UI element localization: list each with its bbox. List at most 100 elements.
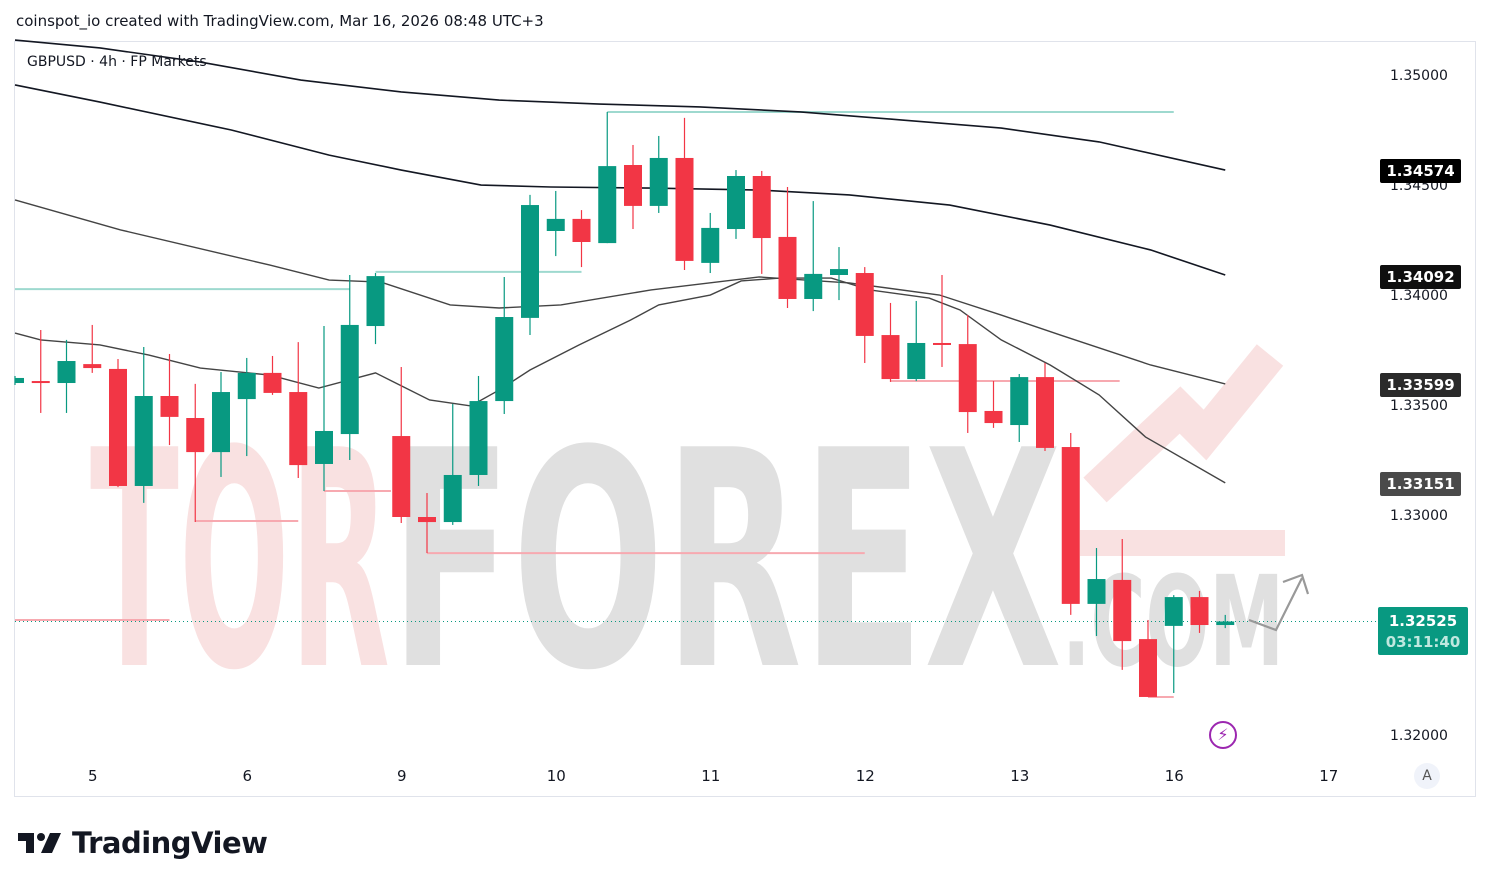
candle[interactable] (443, 403, 462, 525)
candle-body (495, 317, 514, 402)
moving-average-line[interactable] (14, 277, 1226, 484)
candle[interactable] (31, 330, 50, 413)
candle[interactable] (830, 247, 848, 301)
candle[interactable] (469, 375, 488, 486)
candle[interactable] (675, 117, 694, 270)
candle-body (907, 342, 926, 380)
candle[interactable] (521, 194, 539, 336)
candle[interactable] (727, 170, 745, 239)
candle[interactable] (237, 357, 256, 457)
candle[interactable] (289, 342, 308, 479)
candle-body (933, 342, 951, 345)
candle[interactable] (1036, 363, 1054, 451)
watermark-logo: TOR FOREX .COM (90, 344, 1285, 736)
candle[interactable] (392, 366, 411, 523)
candle[interactable] (1164, 595, 1183, 693)
candle[interactable] (1113, 539, 1132, 670)
candle[interactable] (1216, 614, 1235, 629)
candle-body (237, 372, 256, 400)
candle-body (418, 517, 436, 523)
time-axis-label: 17 (1319, 767, 1339, 785)
candle[interactable] (907, 300, 926, 382)
candle[interactable] (14, 375, 24, 385)
candle[interactable] (495, 276, 514, 415)
watermark-bar (1080, 530, 1285, 556)
candle-body (701, 227, 720, 263)
price-axis-label: 1.34000 (1390, 288, 1448, 304)
candle[interactable] (1190, 590, 1209, 633)
moving-average-line[interactable] (14, 84, 1226, 276)
moving-average-value-tag: 1.34574 (1380, 158, 1461, 183)
candle-body (521, 205, 539, 318)
candle[interactable] (881, 302, 900, 382)
moving-average-line[interactable] (14, 199, 1226, 385)
moving-average-value-tag: 1.33599 (1380, 373, 1461, 398)
candle[interactable] (134, 346, 153, 503)
candle[interactable] (958, 315, 977, 433)
candle-body (958, 344, 977, 413)
candle[interactable] (109, 359, 127, 488)
price-axis-label: 1.33000 (1390, 508, 1448, 524)
candle-body (1087, 579, 1106, 604)
moving-average-line[interactable] (14, 39, 1226, 171)
candle[interactable] (546, 190, 565, 257)
candle-body (15, 377, 24, 384)
time-axis-label: 9 (396, 767, 407, 785)
candle[interactable] (752, 170, 771, 274)
candle[interactable] (263, 355, 282, 395)
candle[interactable] (1087, 548, 1106, 637)
candle[interactable] (212, 372, 230, 477)
candle-body (1010, 377, 1029, 426)
candle-body (1036, 377, 1054, 448)
candle[interactable] (778, 187, 797, 308)
candle-body (881, 335, 900, 380)
candle[interactable] (984, 381, 1003, 428)
time-axis-label: 13 (1010, 767, 1030, 785)
candle[interactable] (366, 273, 385, 345)
candle-body (804, 273, 823, 299)
price-axis-label: 1.35000 (1390, 68, 1448, 84)
candle-body (649, 157, 668, 206)
candle[interactable] (340, 275, 359, 461)
candle[interactable] (649, 135, 668, 213)
candle[interactable] (315, 326, 333, 492)
candle[interactable] (1061, 432, 1080, 615)
candle-body (340, 324, 359, 435)
candle[interactable] (57, 339, 76, 413)
last-price: 1.32525 (1388, 612, 1458, 630)
symbol-legend[interactable]: GBPUSD · 4h · FP Markets (27, 54, 207, 70)
candle[interactable] (1139, 619, 1157, 697)
candle[interactable] (701, 212, 720, 274)
candle-body (1113, 579, 1132, 642)
candle[interactable] (598, 111, 617, 244)
candle[interactable] (933, 275, 951, 367)
candle-body (31, 381, 50, 384)
price-axis-label: 1.33500 (1390, 398, 1448, 414)
candle[interactable] (1010, 374, 1029, 442)
moving-average-value-tag: 1.33151 (1380, 471, 1461, 496)
time-axis-label: 12 (855, 767, 875, 785)
time-axis-label: 6 (242, 767, 253, 785)
candle[interactable] (418, 493, 436, 554)
candle[interactable] (572, 210, 591, 268)
auto-scale-button[interactable]: A (1414, 763, 1440, 789)
candle[interactable] (83, 324, 102, 373)
candle-body (572, 218, 591, 242)
time-axis-label: 16 (1164, 767, 1184, 785)
candle-body (752, 176, 771, 239)
candle-body (1190, 597, 1209, 626)
candle[interactable] (160, 353, 179, 446)
bar-countdown: 03:11:40 (1385, 633, 1461, 651)
candle[interactable] (624, 144, 642, 230)
candle-body (392, 436, 411, 517)
level-lines (15, 110, 1174, 698)
candle[interactable] (186, 383, 205, 523)
candle[interactable] (855, 267, 874, 363)
arrow-up-right-icon[interactable] (1248, 573, 1310, 632)
lightning-icon[interactable]: ⚡︎ (1209, 721, 1237, 749)
candle[interactable] (804, 201, 823, 312)
candle-body (315, 430, 333, 464)
candle-body (160, 396, 179, 417)
time-axis-label: 5 (87, 767, 98, 785)
